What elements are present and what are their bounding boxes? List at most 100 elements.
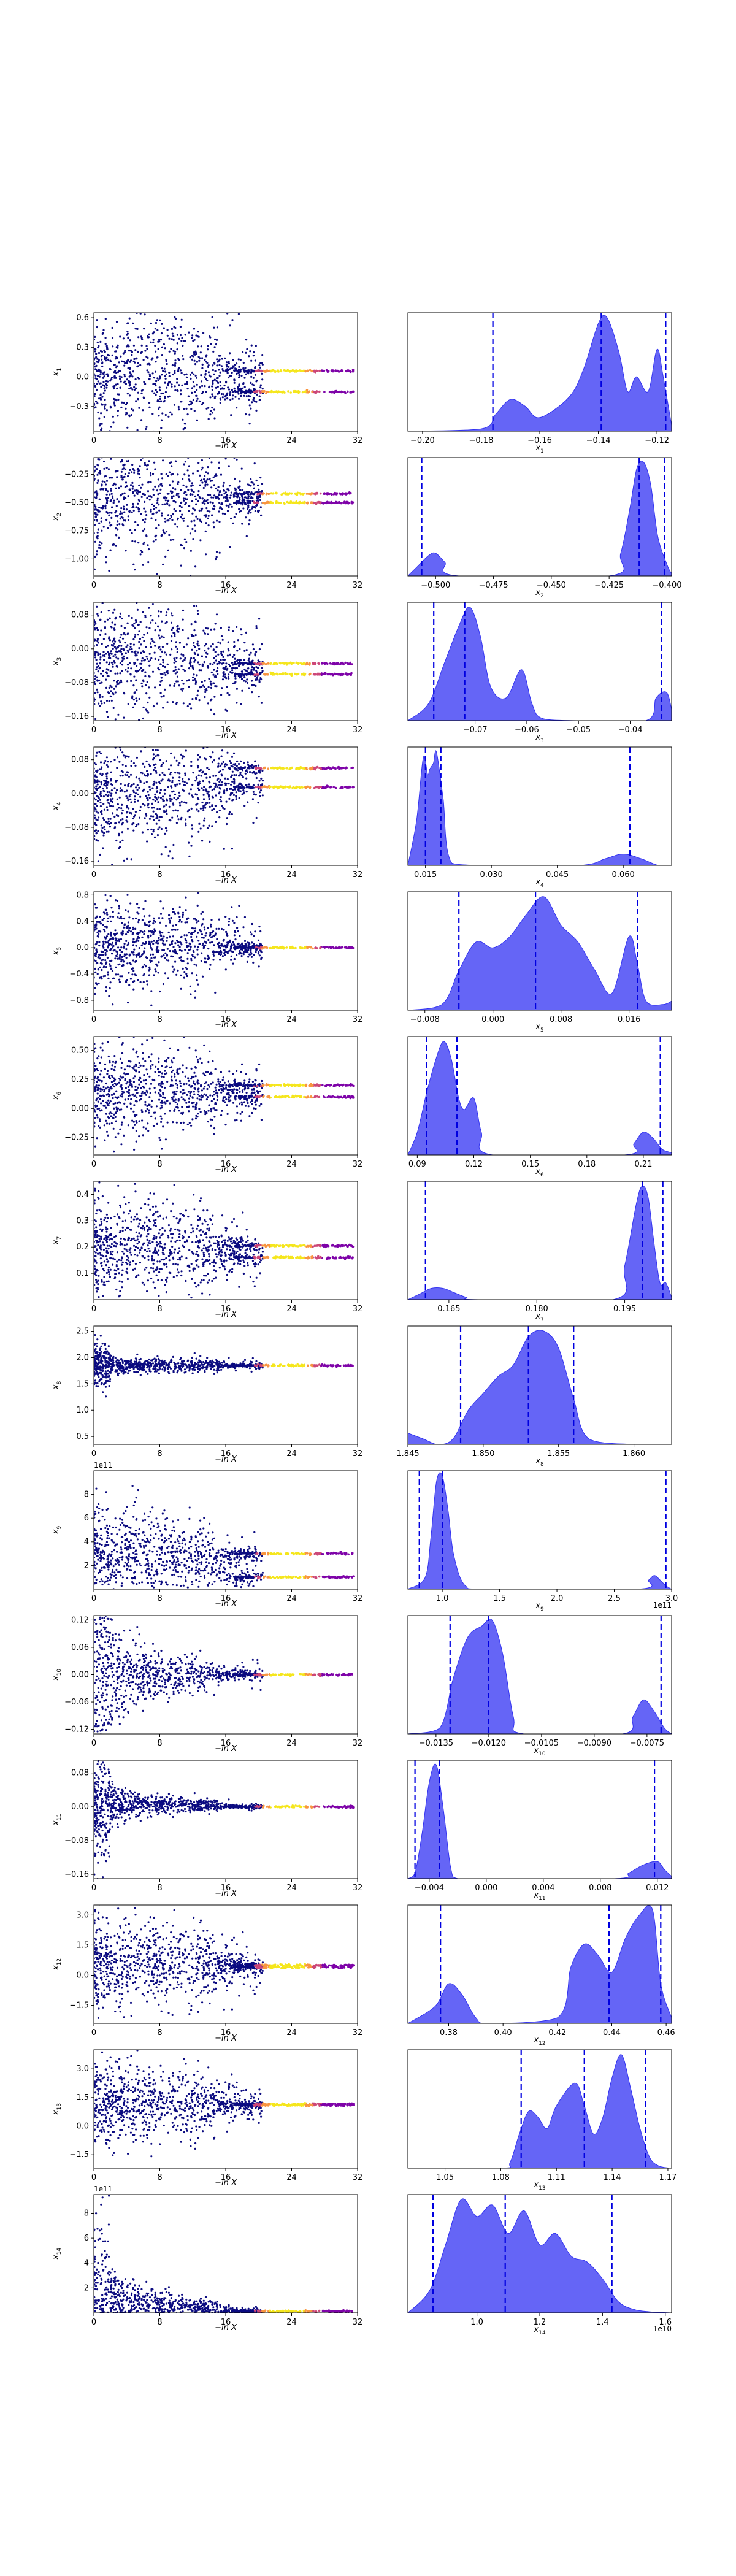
scatter-point xyxy=(130,680,132,682)
scatter-point xyxy=(248,771,251,773)
scatter-point xyxy=(128,381,131,383)
scatter-point xyxy=(102,670,104,672)
scatter-point xyxy=(108,802,110,805)
scatter-point xyxy=(94,374,97,377)
scatter-point xyxy=(233,783,236,785)
scatter-points xyxy=(94,581,264,721)
x-tick-label: −0.07 xyxy=(463,726,488,735)
scatter-point xyxy=(287,786,290,789)
scatter-point xyxy=(202,805,205,807)
scatter-point xyxy=(118,821,120,824)
scatter-point xyxy=(177,493,180,495)
scatter-point xyxy=(169,490,172,493)
scatter-point xyxy=(133,388,136,391)
scatter-point xyxy=(164,391,167,393)
scatter-point xyxy=(129,361,131,363)
scatter-point xyxy=(116,387,118,389)
scatter-point xyxy=(238,665,240,667)
scatter-point xyxy=(261,378,264,381)
scatter-point xyxy=(188,703,191,705)
scatter-point xyxy=(154,686,156,689)
scatter-point xyxy=(115,527,117,530)
scatter-point xyxy=(209,501,212,504)
scatter-point xyxy=(240,374,243,377)
scatter-point xyxy=(215,685,218,688)
scatter-point xyxy=(220,365,223,367)
scatter-point xyxy=(208,824,210,827)
scatter-point xyxy=(124,773,126,776)
scatter-point xyxy=(117,520,119,523)
scatter-point xyxy=(98,544,101,546)
scatter-point xyxy=(182,683,185,685)
scatter-point xyxy=(131,388,134,391)
scatter-point xyxy=(144,684,147,686)
scatter-point xyxy=(120,507,123,510)
scatter-point xyxy=(207,515,210,517)
scatter-point xyxy=(202,780,204,783)
scatter-point xyxy=(112,502,115,504)
scatter-point xyxy=(218,510,220,513)
scatter-point xyxy=(163,651,166,654)
scatter-point xyxy=(249,350,251,353)
scatter-point xyxy=(94,652,97,654)
scatter-point xyxy=(120,946,123,949)
scatter-point xyxy=(238,501,241,504)
scatter-point xyxy=(98,581,99,583)
scatter-point xyxy=(196,694,199,697)
scatter-point xyxy=(231,756,234,758)
scatter-point xyxy=(213,378,216,381)
scatter-point xyxy=(176,342,179,345)
scatter-point xyxy=(104,627,106,629)
scatter-point xyxy=(159,791,161,794)
scatter-point xyxy=(137,634,139,636)
scatter-point xyxy=(245,535,248,537)
scatter-point xyxy=(198,357,201,359)
scatter-point xyxy=(140,643,142,646)
scatter-point xyxy=(145,514,148,516)
scatter-point xyxy=(250,512,252,514)
scatter-point xyxy=(168,371,171,374)
scatter-point xyxy=(255,776,258,780)
scatter-point xyxy=(103,702,105,704)
scatter-point xyxy=(171,629,173,631)
scatter-point xyxy=(250,369,253,371)
scatter-point xyxy=(213,782,215,784)
scatter-point xyxy=(211,804,213,807)
scatter-point xyxy=(125,497,127,500)
scatter-point xyxy=(166,386,168,389)
scatter-point xyxy=(201,509,203,512)
scatter-point xyxy=(135,400,137,402)
scatter-point xyxy=(115,534,118,536)
scatter-point xyxy=(213,397,216,399)
scatter-point xyxy=(144,350,147,352)
scatter-point xyxy=(239,480,241,483)
scatter-point xyxy=(203,478,205,481)
scatter-point xyxy=(196,361,198,363)
scatter-point xyxy=(108,664,110,666)
scatter-point xyxy=(291,501,294,504)
scatter-point xyxy=(313,501,316,504)
scatter-point xyxy=(237,397,240,400)
scatter-point xyxy=(150,828,153,830)
scatter-point xyxy=(119,636,121,638)
scatter-point xyxy=(238,370,241,374)
scatter-point xyxy=(172,339,175,341)
scatter-point xyxy=(104,975,107,977)
scatter-point xyxy=(121,831,124,834)
scatter-point xyxy=(245,395,248,397)
scatter-point xyxy=(234,489,237,491)
scatter-point xyxy=(176,651,178,653)
scatter-point xyxy=(121,771,124,773)
scatter-point xyxy=(339,787,342,789)
scatter-point xyxy=(107,761,109,763)
scatter-point xyxy=(196,610,199,612)
scatter-point xyxy=(261,372,263,375)
scatter-point xyxy=(110,761,112,763)
scatter-point xyxy=(129,484,132,486)
scatter-point xyxy=(232,667,235,669)
scatter-point xyxy=(159,797,162,799)
scatter-point xyxy=(130,760,132,762)
scatter-point xyxy=(94,992,96,995)
scatter-point xyxy=(162,661,164,664)
